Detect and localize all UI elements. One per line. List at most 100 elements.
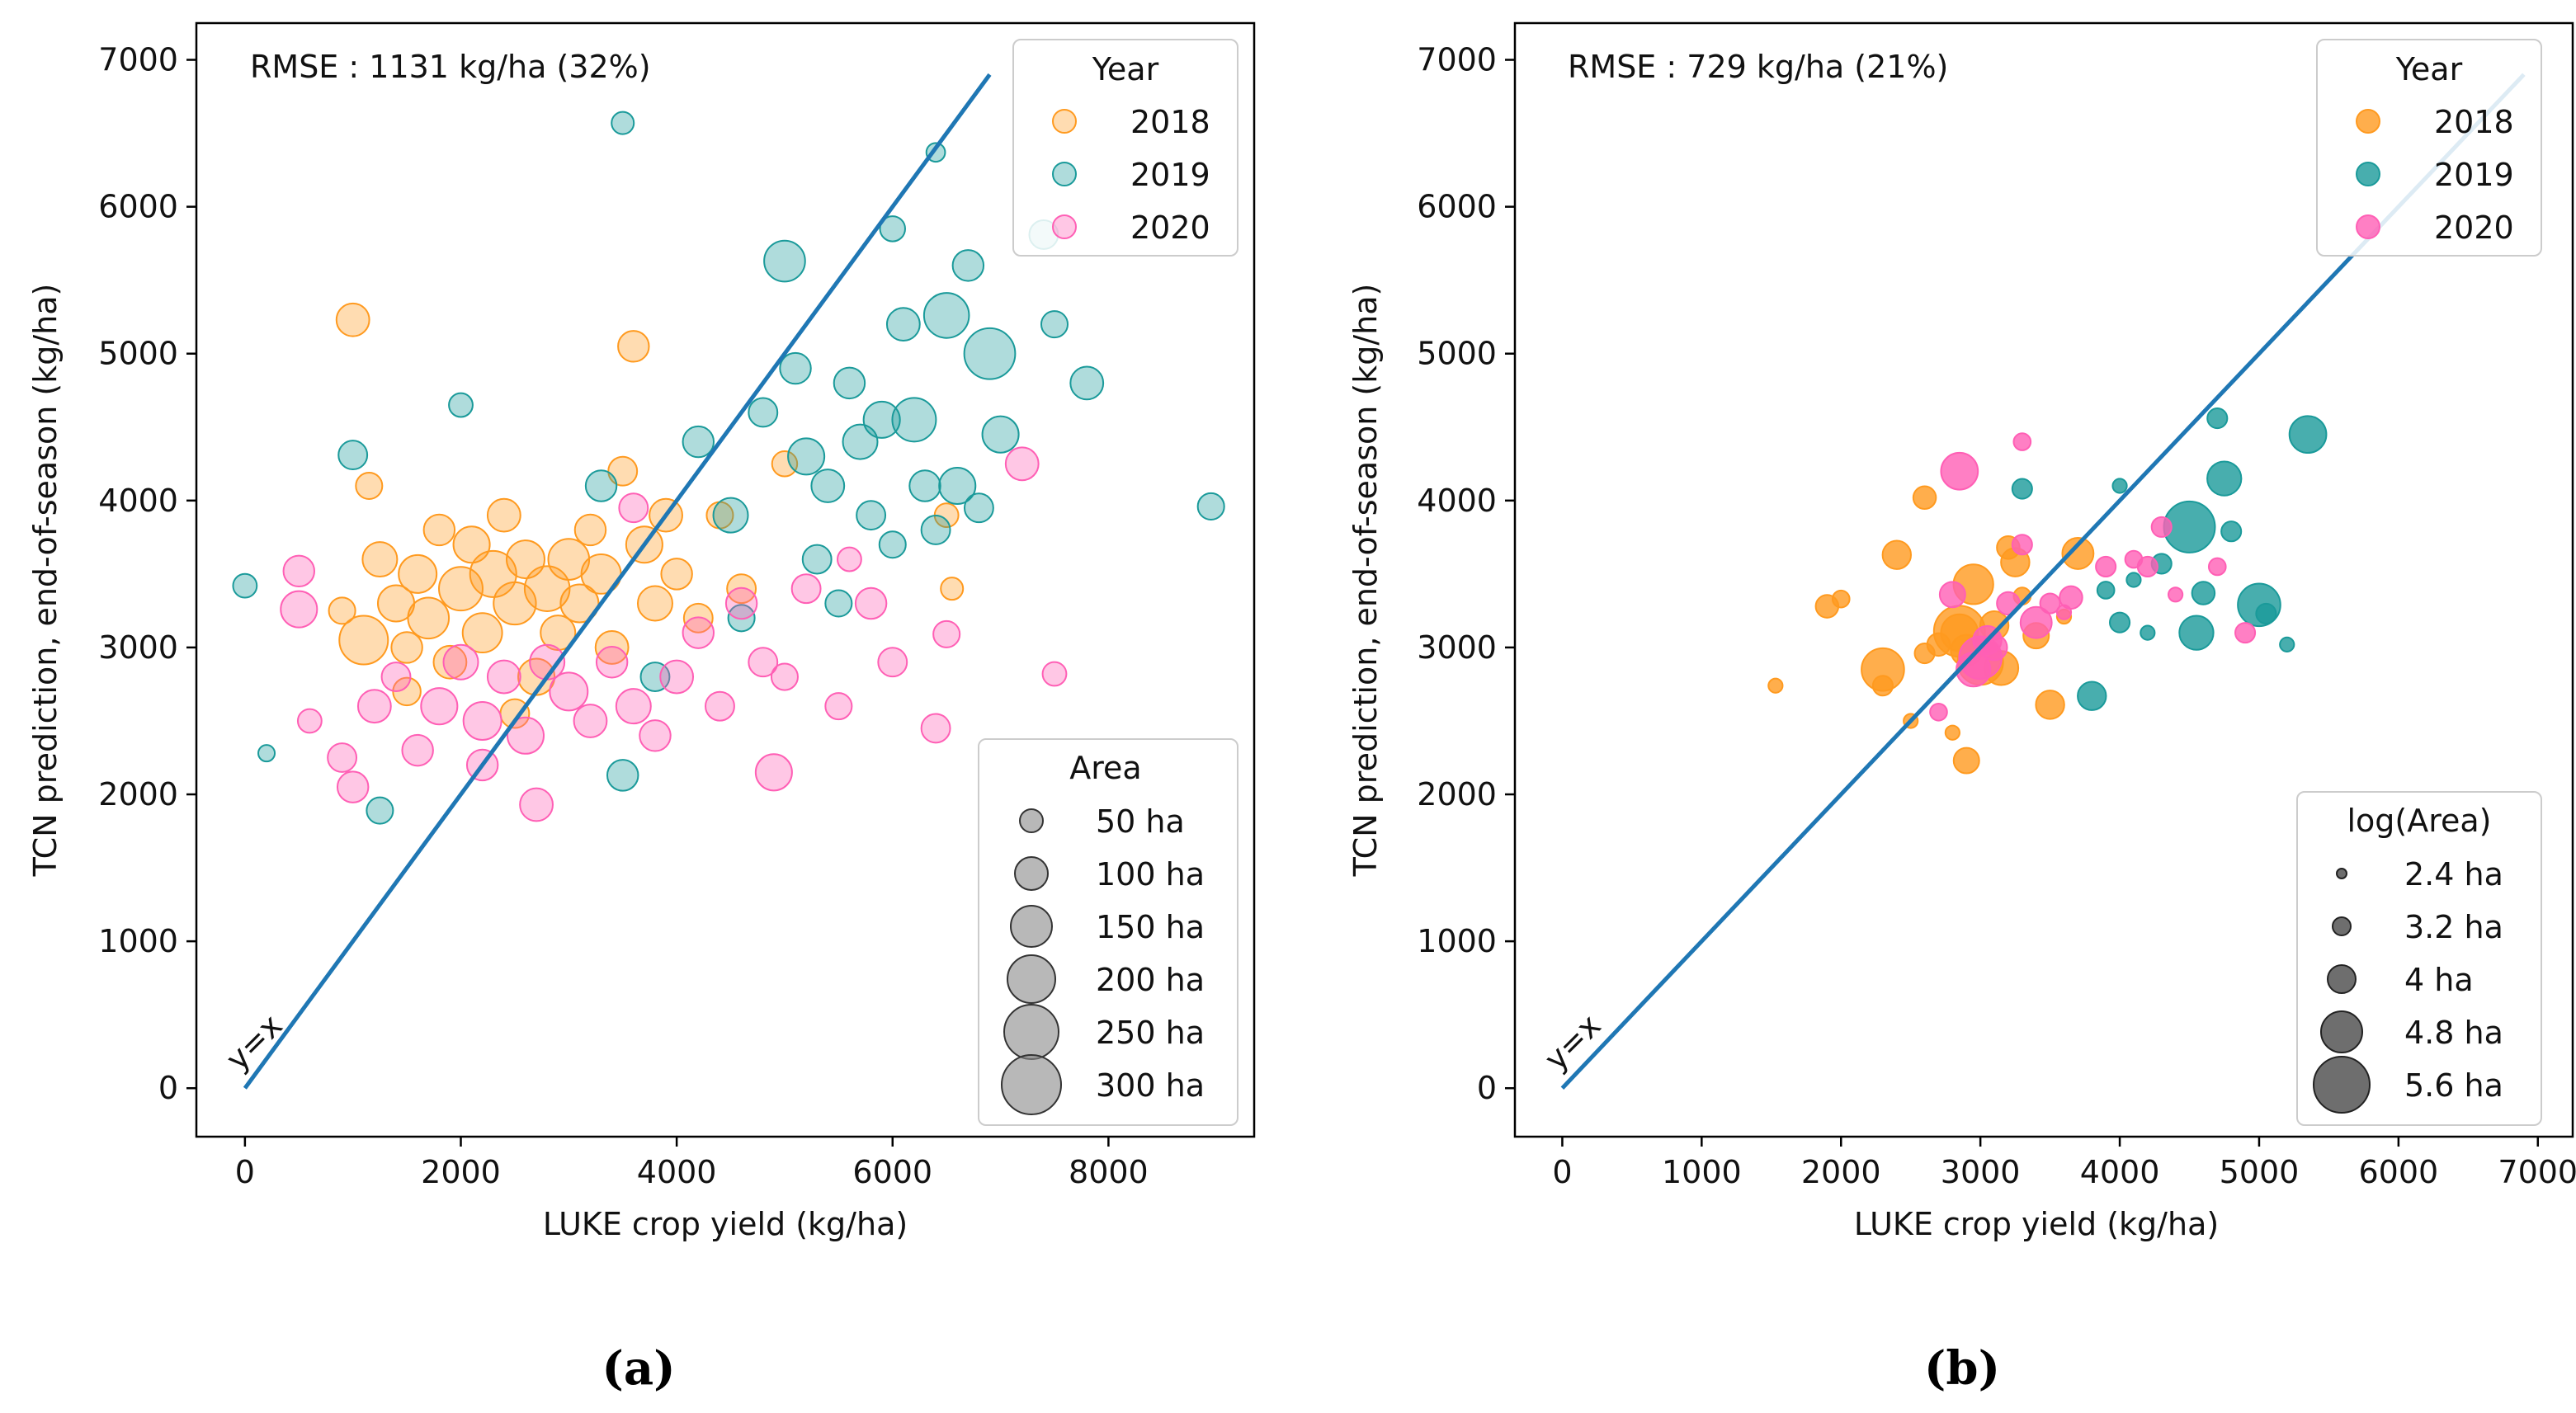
panel-a-legend-label-2018: 2018	[1130, 104, 1210, 140]
panel-a-size-marker-300	[1001, 1054, 1062, 1115]
panel-a-y-ticks: 0 1000 2000 3000 4000 5000 6000 7000	[98, 42, 196, 1106]
panel-a-point-2020-26	[790, 573, 822, 605]
panel-b-point-2018-4	[1871, 675, 1894, 697]
panel-a-point-2018-34	[338, 615, 389, 666]
panel-b-point-2018-9	[1944, 724, 1960, 741]
panel-b-point-2020-1	[1938, 581, 1966, 609]
panel-a-point-2019-25	[938, 466, 977, 506]
panel-a-point-2019-11	[787, 437, 826, 476]
panel-a-point-2018-11	[461, 612, 503, 654]
panel-a-point-2019-31	[1040, 310, 1069, 339]
panel-a-year-legend: Year 2018 2019 2020	[1012, 39, 1238, 257]
panel-b-xtick-label-0: 0	[1552, 1154, 1572, 1190]
panel-b-point-2019-10	[2206, 407, 2229, 430]
panel-b-xtick-label-1000: 1000	[1662, 1154, 1742, 1190]
panel-b-point-2018-23	[2061, 537, 2095, 570]
panel-a-ytick-label-2000: 2000	[98, 776, 178, 812]
panel-b-xtick-label-2000: 2000	[1801, 1154, 1881, 1190]
panel-a-point-2019-20	[885, 307, 921, 342]
panel-b-size-legend-title: log(Area)	[2347, 803, 2491, 839]
panel-a-xtick-label-8000: 8000	[1069, 1154, 1149, 1190]
panel-a-point-2019-4	[448, 392, 474, 418]
panel-a-point-2020-20	[659, 659, 695, 695]
panel-a-point-2018-19	[547, 538, 591, 581]
panel-a-point-2018-0	[335, 302, 370, 337]
panel-b-point-2019-12	[2220, 520, 2243, 543]
panel-a-point-2020-4	[336, 770, 370, 803]
panel-b-point-2020-15	[2136, 555, 2158, 578]
panel-a-point-2020-16	[573, 704, 608, 738]
panel-b-point-2018-12	[1952, 747, 1980, 775]
panel-a-point-2019-1	[257, 744, 276, 763]
panel-a-point-2018-6	[407, 596, 451, 640]
panel-b-size-label-2-4: 2.4 ha	[2404, 856, 2503, 893]
panel-a-point-2018-37	[328, 596, 356, 625]
panel-b-xtick-label-4000: 4000	[2080, 1154, 2160, 1190]
panel-a-point-2020-29	[877, 647, 908, 678]
panel-b-rmse-annotation: RMSE : 729 kg/ha (21%)	[1568, 49, 1948, 85]
panel-a-point-2020-2	[296, 708, 323, 734]
panel-a: y=x 0 2000 4000 6000 8000 010002000300040005…	[27, 21, 1256, 1396]
panel-b-point-2018-21	[2035, 690, 2065, 720]
panel-a-point-2020-18	[615, 688, 652, 725]
panel-b-year-legend-title: Year	[2395, 51, 2463, 87]
panel-a-x-ticks: 0 2000 4000 6000 8000	[235, 1137, 1149, 1190]
panel-a-point-2019-9	[763, 239, 806, 283]
panel-a-rmse-annotation: RMSE : 1131 kg/ha (32%)	[250, 49, 651, 85]
panel-b-size-marker-4	[2327, 964, 2357, 994]
panel-b-y-axis-label: TCN prediction, end-of-season (kg/ha)	[1347, 284, 1384, 878]
panel-a-point-2020-19	[639, 719, 672, 752]
panel-a-point-2018-4	[390, 631, 423, 664]
panel-b-x-ticks: 0 1000 2000 3000 4000 5000 6000 7000	[1552, 1137, 2576, 1190]
panel-a-point-2020-8	[420, 687, 459, 726]
panel-a-point-2020-31	[932, 619, 961, 648]
panel-b-point-2019-11	[2206, 460, 2243, 497]
panel-a-point-2019-19	[878, 530, 907, 559]
panel-b-size-marker-4-8	[2320, 1010, 2363, 1053]
panel-a-size-marker-200	[1007, 954, 1056, 1004]
panel-b-point-2020-9	[2019, 605, 2053, 639]
panel-a-size-legend: Area 50 ha 100 ha 150 ha 200 ha 250 ha 3…	[978, 738, 1238, 1126]
panel-a-point-2020-25	[770, 662, 799, 691]
panel-a-point-2019-10	[779, 351, 812, 385]
panel-b-ytick-label-4000: 4000	[1417, 483, 1497, 519]
panel-b-size-legend: log(Area) 2.4 ha 3.2 ha 4 ha 4.8 ha 5.6 …	[2296, 791, 2542, 1126]
panel-a-point-2020-21	[682, 616, 715, 649]
panel-b-axes-frame	[1513, 21, 2574, 1138]
panel-b-legend-marker-2018	[2356, 109, 2380, 134]
panel-b-point-2020-19	[2234, 622, 2257, 644]
panel-a-legend-marker-2018	[1052, 109, 1077, 134]
panel-a-size-legend-title: Area	[1069, 750, 1141, 786]
panel-a-point-2019-24	[922, 292, 970, 339]
panel-b-size-label-4-8: 4.8 ha	[2404, 1015, 2503, 1051]
panel-a-point-2019-23	[920, 515, 951, 545]
panel-b-point-2018-0	[1767, 677, 1784, 694]
panel-b-legend-label-2019: 2019	[2434, 157, 2514, 193]
panel-a-point-2019-2	[337, 440, 369, 471]
panel-b-point-2020-16	[2150, 516, 2173, 538]
panel-b-ytick-label-6000: 6000	[1417, 189, 1497, 225]
panel-b-point-2019-4	[2125, 572, 2142, 588]
panel-a-point-2020-33	[1041, 661, 1068, 687]
panel-a-point-2018-27	[636, 585, 673, 622]
panel-b: y=x 0 1000 2000 3000 4000 5000 6000 7000 010002…	[1347, 21, 2576, 1396]
panel-b-xtick-label-5000: 5000	[2220, 1154, 2300, 1190]
panel-a-point-2020-35	[754, 753, 793, 792]
panel-a-xtick-label-6000: 6000	[852, 1154, 932, 1190]
panel-b-point-2020-8	[2012, 432, 2032, 451]
panel-b-point-2020-0	[1929, 702, 1948, 722]
panel-b-point-2019-0	[2011, 478, 2033, 500]
panel-a-point-2020-24	[748, 647, 779, 678]
panel-b-y-ticks: 0 1000 2000 3000 4000 5000 6000 7000	[1417, 42, 1515, 1106]
panel-a-point-2019-7	[712, 497, 749, 534]
panel-a-size-label-250: 250 ha	[1096, 1015, 1205, 1051]
panel-a-point-2020-28	[854, 586, 888, 620]
panel-a-points	[232, 111, 1225, 825]
panel-b-ytick-label-0: 0	[1477, 1070, 1497, 1106]
panel-b-xtick-label-7000: 7000	[2498, 1154, 2576, 1190]
panel-a-point-2020-7	[401, 733, 434, 767]
panel-b-point-2020-20	[1958, 635, 2003, 681]
panel-a-legend-marker-2020	[1052, 214, 1077, 239]
panel-a-point-2020-27	[824, 692, 853, 721]
panel-b-point-2019-5	[2140, 624, 2156, 641]
